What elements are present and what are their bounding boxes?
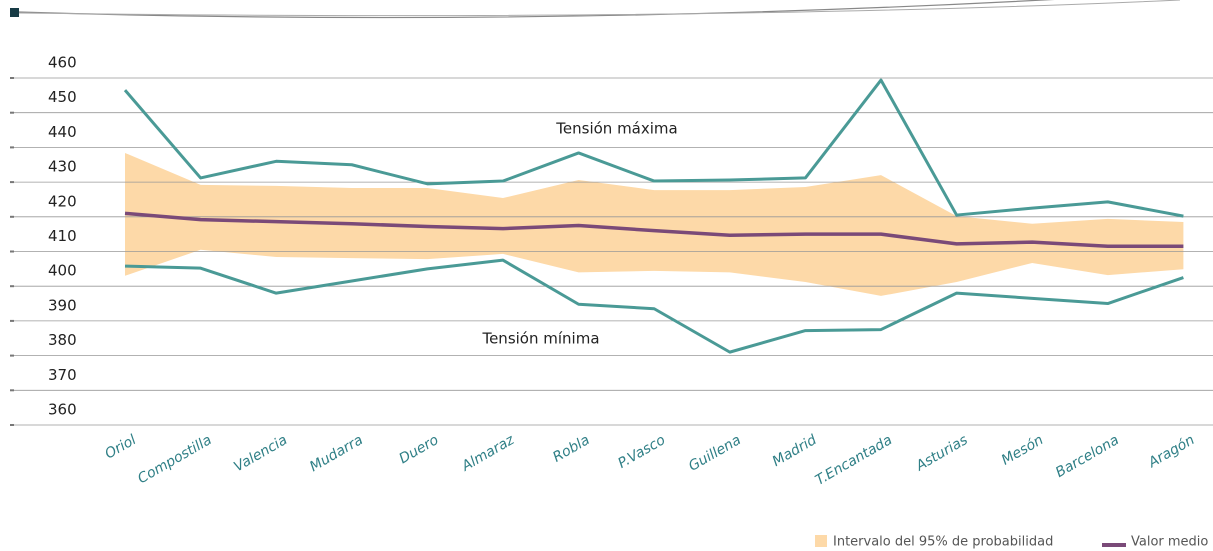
line xyxy=(123,78,1184,218)
y-tick-label: 440 xyxy=(48,123,77,141)
y-tick-label: 370 xyxy=(48,366,77,384)
x-tick-label: Asturias xyxy=(913,432,971,475)
header-square xyxy=(10,8,19,17)
y-tick-label: 390 xyxy=(48,296,77,314)
x-tick-label: Aragón xyxy=(1145,432,1197,471)
legend-swatch xyxy=(1102,543,1126,547)
legend-label: Valor medio xyxy=(1131,535,1208,550)
x-tick-label: T.Encantada xyxy=(813,432,895,489)
annotation: Tensión máxima xyxy=(555,120,677,138)
x-tick-label: Compostilla xyxy=(135,432,214,487)
x-tick-label: Almaraz xyxy=(458,432,517,475)
y-tick-label: 380 xyxy=(48,331,77,349)
y-tick-label: 360 xyxy=(48,401,77,419)
y-tick-label: 400 xyxy=(48,262,77,280)
y-tick-label: 450 xyxy=(48,88,77,106)
legend: Intervalo del 95% de probabilidad Valor … xyxy=(815,535,1208,550)
x-tick-label: Oriol xyxy=(102,432,139,462)
x-tick-label: Mesón xyxy=(999,432,1046,469)
x-tick-label: Madrid xyxy=(770,432,820,470)
y-tick-label: 430 xyxy=(48,158,77,176)
line xyxy=(124,258,1184,354)
y-tick-label: 410 xyxy=(48,227,77,245)
x-tick-label: Guillena xyxy=(686,432,744,475)
confidence-band xyxy=(125,152,1184,296)
x-tick-label: Robla xyxy=(550,432,592,466)
x-tick-label: Duero xyxy=(397,432,442,467)
header-decoration xyxy=(10,0,1181,19)
y-tick-label: 420 xyxy=(48,192,77,210)
band-layer xyxy=(125,152,1184,296)
x-tick-label: Mudarra xyxy=(307,432,366,475)
line xyxy=(124,211,1184,249)
header-curve xyxy=(18,0,1055,19)
line-layer xyxy=(123,78,1184,354)
x-tick-label: P.Vasco xyxy=(615,432,668,472)
annotation: Tensión mínima xyxy=(481,330,599,348)
x-tick-label: Valencia xyxy=(231,432,290,475)
header-curve xyxy=(18,0,1181,17)
legend-swatch xyxy=(815,535,827,547)
y-tick-label: 460 xyxy=(48,54,77,72)
x-tick-label: Barcelona xyxy=(1053,432,1122,481)
legend-label: Intervalo del 95% de probabilidad xyxy=(833,535,1053,550)
